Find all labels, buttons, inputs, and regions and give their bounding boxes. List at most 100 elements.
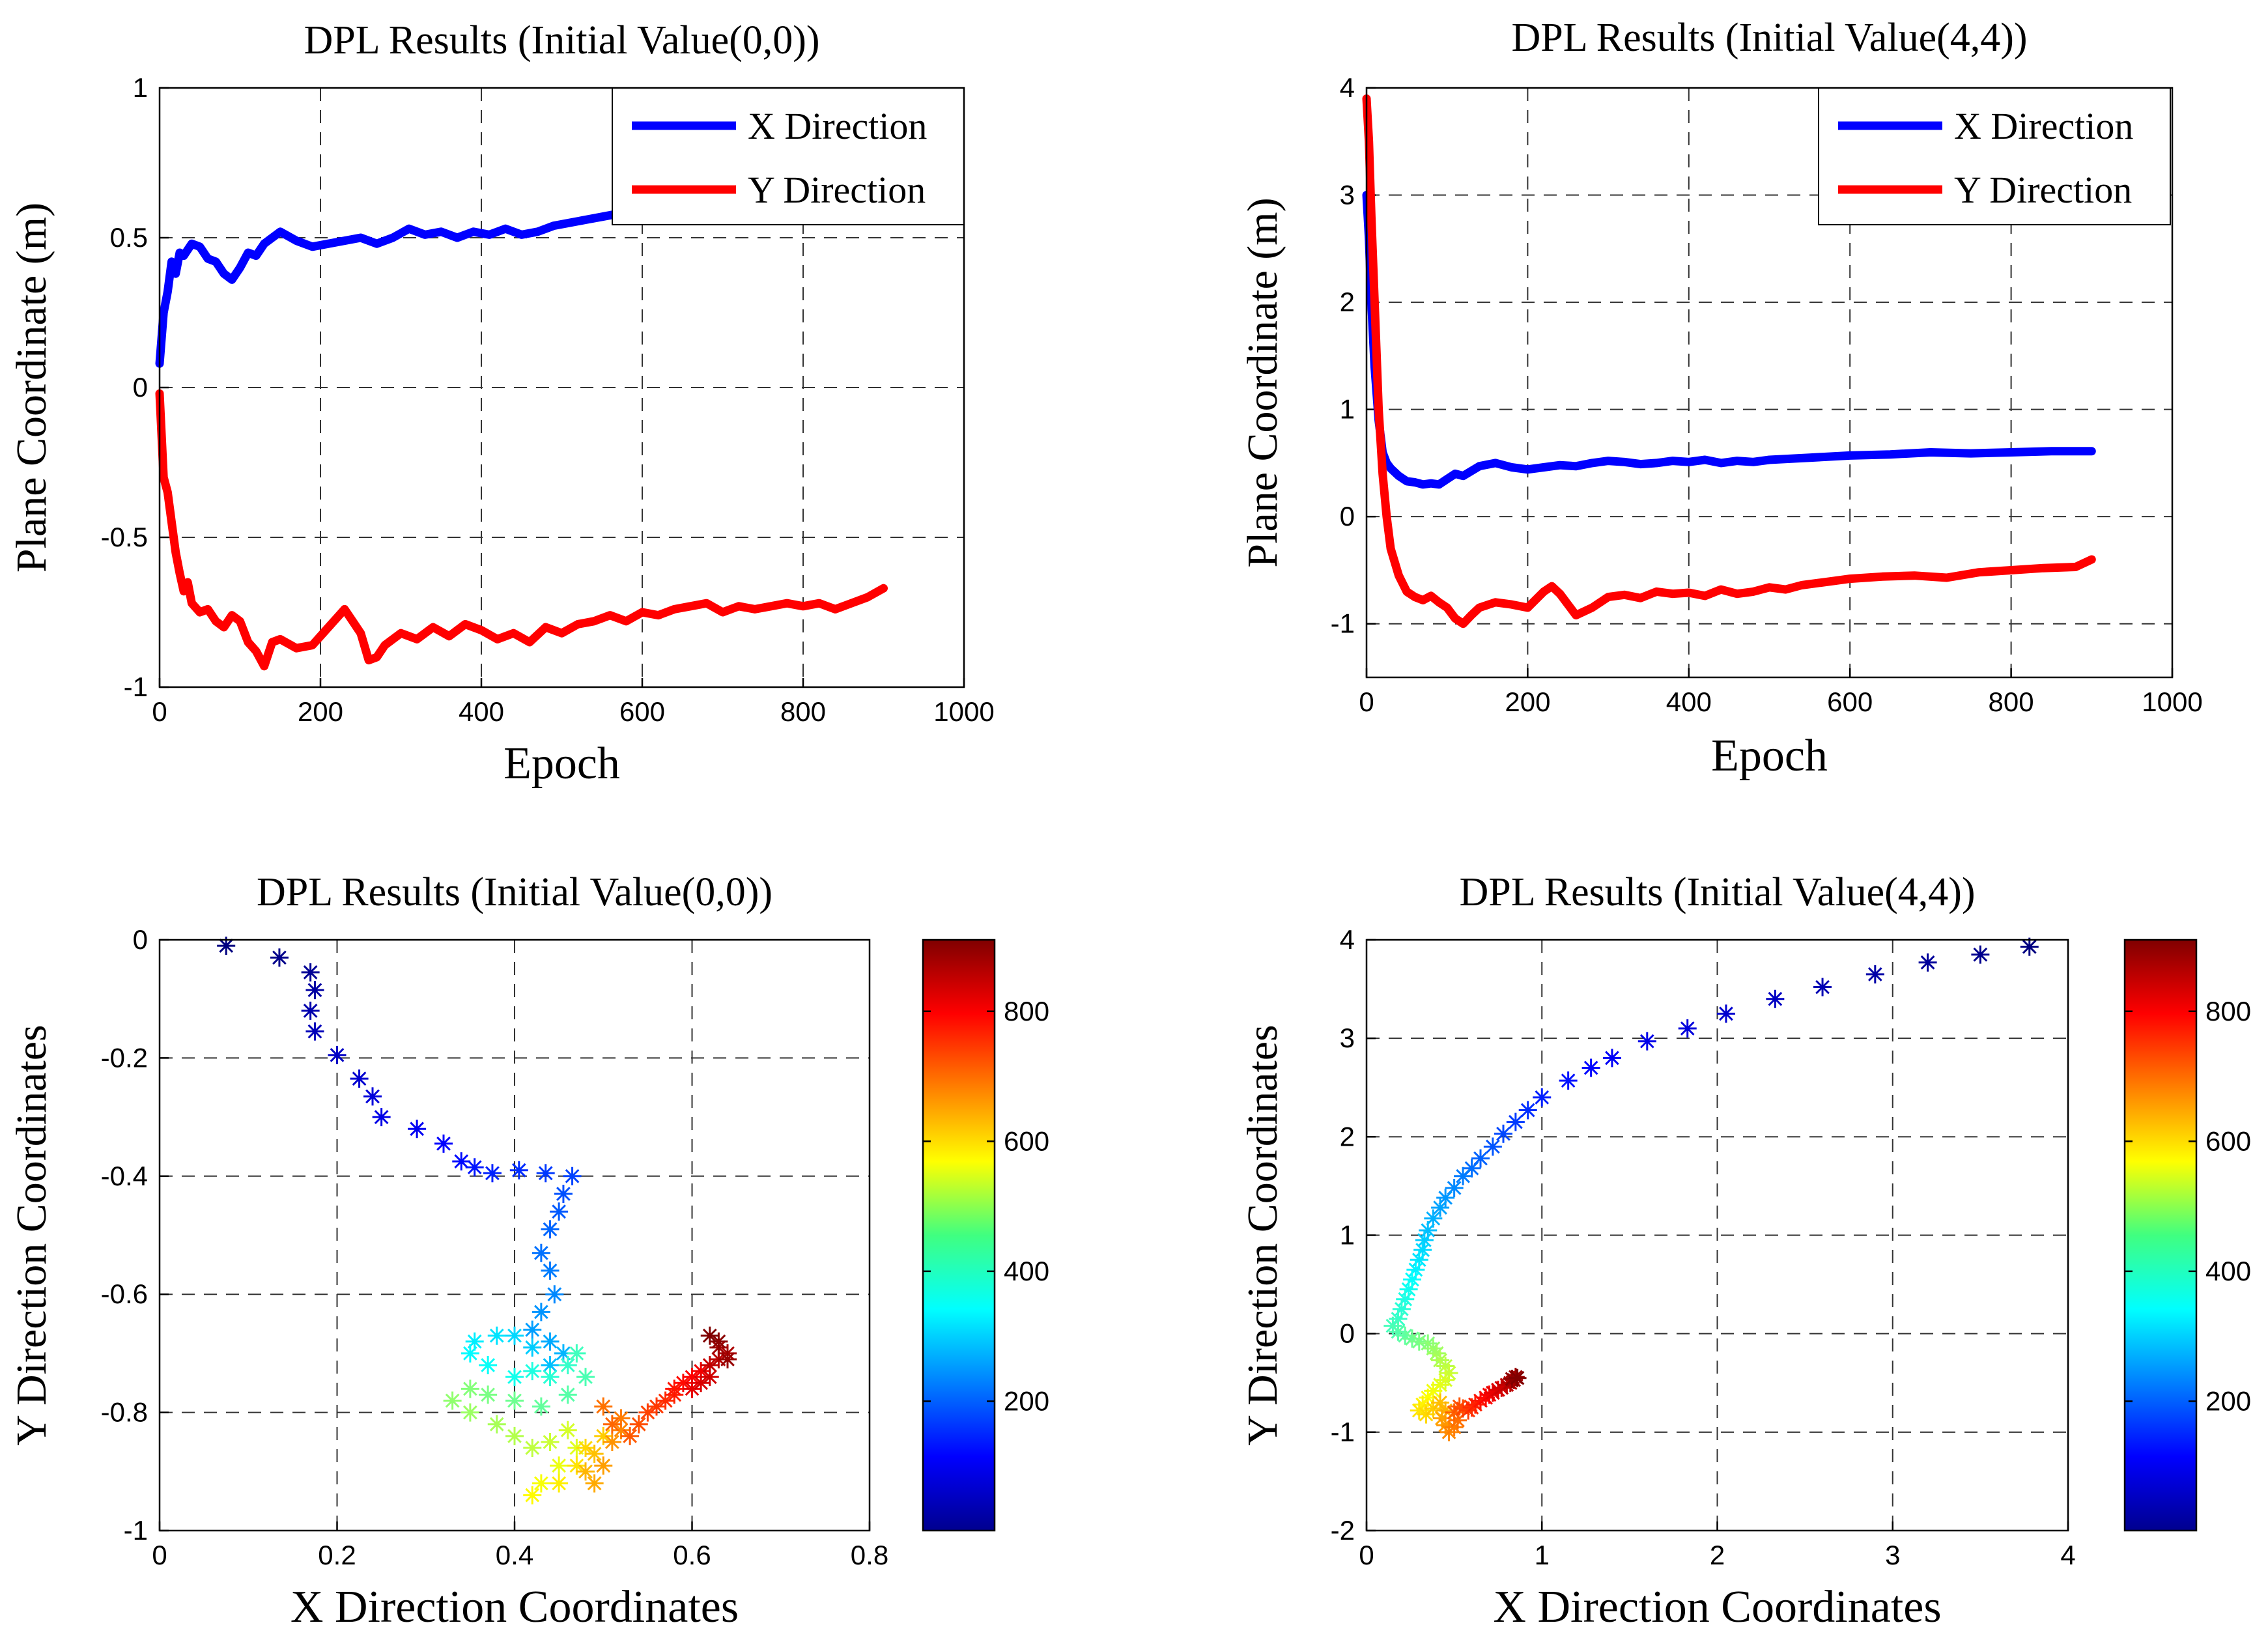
x-tick-label: 800	[1989, 686, 2034, 717]
colorbar-tick-label: 400	[1004, 1256, 1049, 1286]
legend-label: X Direction	[748, 105, 927, 147]
star-marker	[1494, 1124, 1513, 1143]
y-tick-label: 4	[1340, 924, 1355, 955]
x-axis-label: Epoch	[1711, 731, 1828, 781]
star-marker	[1424, 1209, 1443, 1228]
star-marker	[1431, 1376, 1450, 1394]
star-marker	[523, 1362, 542, 1381]
star-marker	[541, 1220, 560, 1239]
star-marker	[305, 1022, 324, 1041]
star-marker	[1410, 1332, 1428, 1351]
scatter-points	[217, 937, 737, 1505]
colorbar: 200 400 600 800	[2123, 939, 2251, 1532]
charts-root: DPL Results (Initial Value(0,0)) 0 200 400 6…	[8, 16, 2251, 1632]
star-marker	[1506, 1112, 1525, 1131]
star-marker	[1471, 1149, 1490, 1168]
y-tick-label: 0	[1340, 1318, 1355, 1349]
legend: X Direction Y Direction	[612, 87, 965, 225]
star-marker	[1449, 1411, 1467, 1430]
x-tick-label: 400	[459, 696, 504, 727]
star-marker	[576, 1368, 595, 1387]
star-marker	[585, 1474, 604, 1493]
series-line-y-direction	[155, 389, 888, 671]
x-tick-label: 0	[1359, 1540, 1374, 1570]
x-tick-label: 0	[152, 1540, 167, 1570]
star-marker	[1918, 953, 1937, 972]
star-marker	[372, 1108, 391, 1127]
plot-frame	[1365, 87, 2174, 679]
star-marker	[709, 1332, 728, 1351]
y-tick-label: -1	[1331, 1417, 1355, 1447]
chart-4: DPL Results (Initial Value(4,4)) 0 1 2 3 4 -2 -…	[1239, 870, 2251, 1632]
y-axis-label: Plane Coordinate (m)	[8, 203, 55, 573]
star-marker	[483, 1164, 502, 1183]
star-marker	[1865, 965, 1884, 983]
legend: X Direction Y Direction	[1818, 87, 2171, 225]
chart-title: DPL Results (Initial Value(0,0))	[304, 18, 819, 63]
star-marker	[305, 981, 324, 1000]
colorbar-gradient	[922, 939, 996, 1532]
y-tick-label: -1	[124, 672, 148, 702]
y-tick-label: 0	[133, 372, 148, 403]
star-marker	[1413, 1241, 1432, 1260]
star-marker	[1432, 1409, 1451, 1428]
star-marker	[576, 1462, 595, 1481]
star-marker	[554, 1185, 573, 1204]
x-tick-label: 0	[1359, 686, 1374, 717]
star-marker	[461, 1379, 479, 1398]
star-marker	[1417, 1405, 1436, 1424]
star-marker	[1436, 1357, 1455, 1376]
star-marker	[541, 1432, 560, 1451]
star-marker	[585, 1445, 604, 1463]
star-marker	[1419, 1221, 1438, 1239]
star-marker	[656, 1391, 675, 1410]
star-marker	[452, 1152, 471, 1171]
star-marker	[532, 1303, 550, 1322]
legend-label: X Direction	[1954, 105, 2133, 147]
star-marker	[1406, 1260, 1425, 1279]
star-marker	[700, 1368, 719, 1387]
star-marker	[576, 1439, 595, 1458]
star-marker	[541, 1368, 560, 1387]
x-tick-label: 0.2	[318, 1540, 356, 1570]
star-marker	[1581, 1058, 1600, 1077]
star-marker	[1389, 1309, 1408, 1328]
star-marker	[505, 1326, 524, 1345]
star-marker	[1396, 1290, 1415, 1308]
star-marker	[683, 1379, 702, 1398]
star-marker	[612, 1409, 631, 1428]
y-tick-label: -1	[1331, 608, 1355, 639]
x-tick-label: 0.8	[851, 1540, 888, 1570]
x-tick-label: 0.4	[496, 1540, 533, 1570]
star-marker	[1602, 1049, 1621, 1067]
star-marker	[350, 1069, 369, 1088]
chart-title: DPL Results (Initial Value(4,4))	[1459, 870, 1975, 914]
star-marker	[1503, 1370, 1522, 1389]
star-marker	[683, 1368, 702, 1387]
y-tick-label: 0	[1340, 501, 1355, 531]
colorbar-tick-label: 400	[2205, 1256, 2251, 1286]
star-marker	[1436, 1401, 1455, 1420]
star-marker	[1488, 1380, 1507, 1399]
star-marker	[1436, 1189, 1455, 1208]
star-marker	[487, 1326, 506, 1345]
x-tick-label: 1	[1535, 1540, 1550, 1570]
star-marker	[1678, 1019, 1697, 1038]
star-marker	[558, 1385, 577, 1404]
star-marker	[523, 1486, 542, 1505]
star-marker	[558, 1421, 577, 1439]
star-marker	[612, 1421, 631, 1439]
star-marker	[1766, 989, 1785, 1008]
star-marker	[328, 1045, 347, 1064]
star-marker	[1403, 1270, 1421, 1289]
star-marker	[301, 963, 320, 982]
star-marker	[665, 1379, 684, 1398]
y-tick-label: 1	[133, 72, 148, 103]
star-marker	[602, 1432, 621, 1451]
star-marker	[558, 1356, 577, 1375]
star-marker	[443, 1391, 462, 1410]
y-tick-label: 2	[1340, 287, 1355, 317]
y-tick-label: 3	[1340, 180, 1355, 210]
y-tick-label: 1	[1340, 394, 1355, 425]
